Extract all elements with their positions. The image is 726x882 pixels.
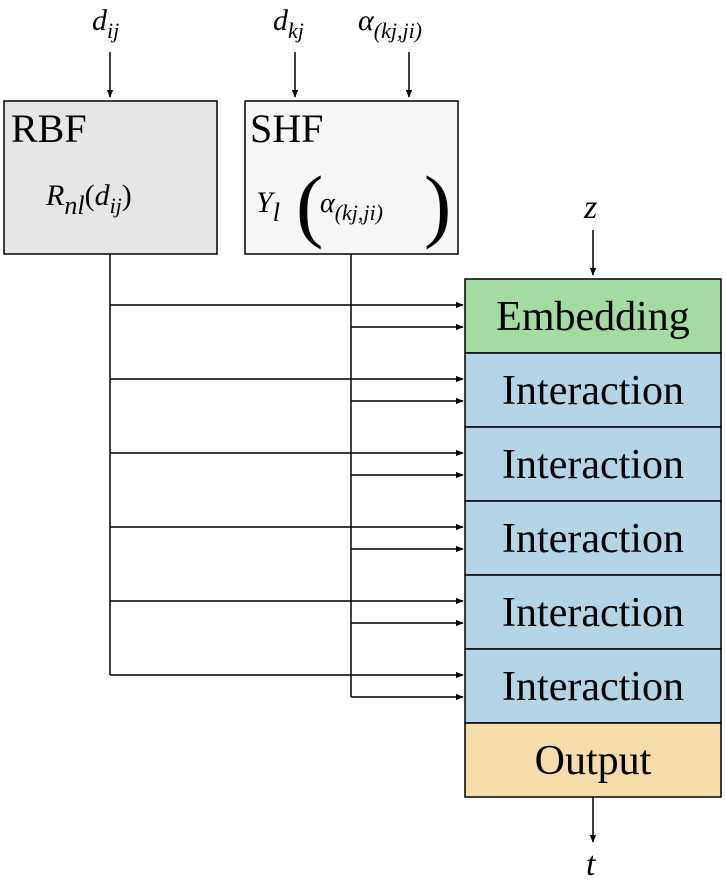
shf-block: SHF Yl ( α(kj,ji) )	[244, 100, 459, 255]
embedding-block-label: Embedding	[496, 294, 690, 340]
rbf-block: RBF Rnl(dij)	[3, 100, 218, 255]
rbf-title: RBF	[11, 106, 87, 151]
interaction-block: Interaction	[464, 574, 722, 650]
shf-formula-arg: α(kj,ji)	[320, 188, 383, 225]
shf-formula: Yl	[256, 186, 280, 227]
interaction-block-label: Interaction	[502, 664, 684, 710]
block-stack: Embedding Interaction Interaction Interacti…	[464, 278, 722, 798]
shf-paren-open: (	[296, 159, 323, 250]
rbf-formula: Rnl(dij)	[45, 179, 132, 220]
shf-paren-close: )	[424, 159, 451, 250]
interaction-block-box	[464, 352, 722, 428]
interaction-block-label: Interaction	[502, 368, 684, 414]
interaction-block: Interaction	[464, 352, 722, 428]
interaction-block-label: Interaction	[502, 590, 684, 636]
interaction-block-box	[464, 648, 722, 724]
output-block-box	[464, 722, 722, 798]
input-d-ij: dij	[92, 4, 119, 43]
input-z: z	[583, 189, 597, 226]
input-d-kj: dkj	[273, 4, 304, 43]
connection-arrows	[110, 301, 464, 701]
shf-title: SHF	[250, 106, 323, 151]
interaction-block: Interaction	[464, 648, 722, 724]
output-block: Output	[464, 722, 722, 798]
interaction-block-box	[464, 500, 722, 576]
interaction-block-label: Interaction	[502, 442, 684, 488]
output-block-label: Output	[535, 738, 652, 784]
interaction-block: Interaction	[464, 426, 722, 502]
interaction-block: Interaction	[464, 500, 722, 576]
shf-box	[244, 100, 459, 255]
embedding-block: Embedding	[464, 278, 722, 354]
rbf-box	[3, 100, 218, 255]
input-alpha: α(kj,ji)	[358, 4, 422, 43]
interaction-block-label: Interaction	[502, 516, 684, 562]
embedding-block-box	[464, 278, 722, 354]
output-t: t	[586, 846, 597, 882]
interaction-block-box	[464, 426, 722, 502]
interaction-block-box	[464, 574, 722, 650]
